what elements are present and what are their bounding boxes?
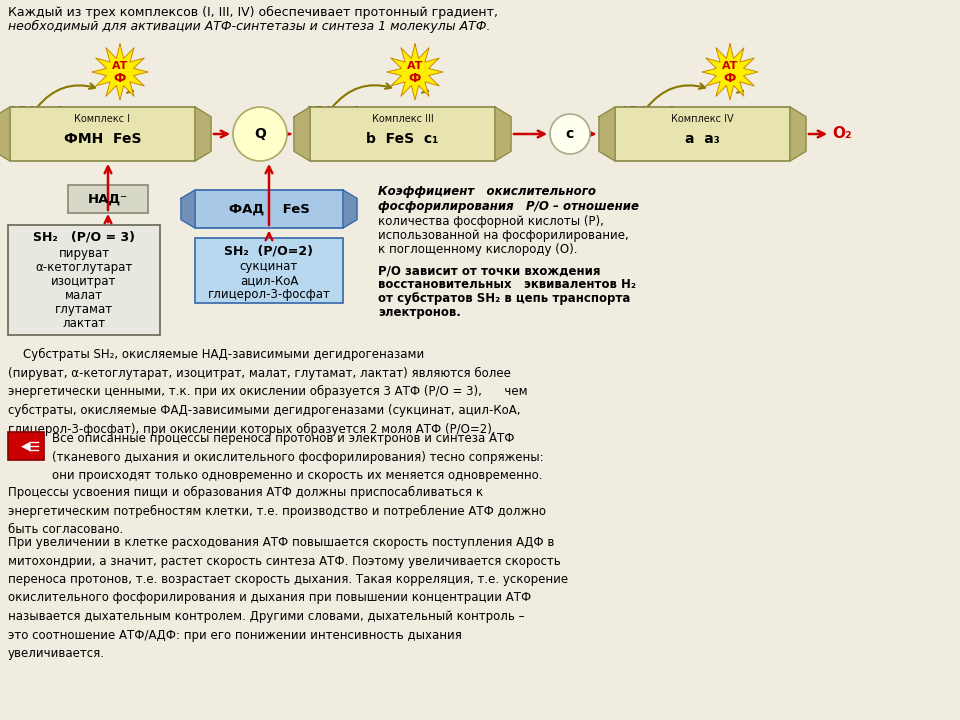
Bar xyxy=(310,107,495,161)
Bar xyxy=(195,190,343,228)
Polygon shape xyxy=(0,107,10,161)
Text: сукцинат: сукцинат xyxy=(240,260,299,273)
Text: НАД⁻: НАД⁻ xyxy=(88,192,128,205)
Bar xyxy=(10,107,195,161)
Text: Ф: Ф xyxy=(114,73,126,86)
Bar xyxy=(68,185,148,213)
Polygon shape xyxy=(181,190,195,228)
Text: ФАД    FeS: ФАД FeS xyxy=(228,202,309,215)
Polygon shape xyxy=(195,107,211,161)
Text: c: c xyxy=(565,127,574,141)
Polygon shape xyxy=(599,107,615,161)
Text: Ф: Ф xyxy=(409,73,421,86)
Text: α-кетоглутарат: α-кетоглутарат xyxy=(36,261,132,274)
Text: SH₂   (P/O = 3): SH₂ (P/O = 3) xyxy=(33,231,135,244)
Text: фосфорилирования   P/O – отношение: фосфорилирования P/O – отношение xyxy=(378,200,639,213)
Text: ◀: ◀ xyxy=(21,439,31,452)
Circle shape xyxy=(550,114,590,154)
Text: b  FeS  c₁: b FeS c₁ xyxy=(367,132,439,146)
Text: Комплекс I: Комплекс I xyxy=(75,114,131,124)
Text: электронов.: электронов. xyxy=(378,306,461,319)
Text: SH₂  (P/O=2): SH₂ (P/O=2) xyxy=(225,244,314,257)
Text: от субстратов SH₂ в цепь транспорта: от субстратов SH₂ в цепь транспорта xyxy=(378,292,631,305)
Text: Коэффициент   окислительного: Коэффициент окислительного xyxy=(378,185,596,198)
Text: лактат: лактат xyxy=(62,317,106,330)
Text: ФМН  FeS: ФМН FeS xyxy=(63,132,141,146)
Text: восстановительных   эквивалентов H₂: восстановительных эквивалентов H₂ xyxy=(378,278,636,291)
Text: АДФ + Ф: АДФ + Ф xyxy=(620,105,678,115)
Circle shape xyxy=(233,107,287,161)
Text: a  a₃: a a₃ xyxy=(685,132,720,146)
Text: Ф: Ф xyxy=(724,73,736,86)
Polygon shape xyxy=(790,107,806,161)
Text: изоцитрат: изоцитрат xyxy=(51,275,117,288)
Text: пируват: пируват xyxy=(59,247,109,260)
Polygon shape xyxy=(92,44,148,100)
Text: к поглощенному кислороду (O).: к поглощенному кислороду (O). xyxy=(378,243,578,256)
Text: Комплекс III: Комплекс III xyxy=(372,114,433,124)
Text: необходимый для активации АТФ-синтетазы и синтеза 1 молекулы АТФ.: необходимый для активации АТФ-синтетазы … xyxy=(8,20,491,33)
Text: количества фосфорной кислоты (P),: количества фосфорной кислоты (P), xyxy=(378,215,604,228)
Polygon shape xyxy=(294,107,310,161)
Text: Все описанные процессы переноса протонов и электронов и синтеза АТФ
(тканевого д: Все описанные процессы переноса протонов… xyxy=(52,432,543,482)
Text: АДФ + Ф: АДФ + Ф xyxy=(305,105,363,115)
Text: ацил-КоА: ацил-КоА xyxy=(240,274,299,287)
Text: использованной на фосфорилирование,: использованной на фосфорилирование, xyxy=(378,229,629,242)
Text: Процессы усвоения пищи и образования АТФ должны приспосабливаться к
энергетическ: Процессы усвоения пищи и образования АТФ… xyxy=(8,486,546,536)
Text: При увеличении в клетке расходования АТФ повышается скорость поступления АДФ в
м: При увеличении в клетке расходования АТФ… xyxy=(8,536,568,660)
Bar xyxy=(195,238,343,303)
Text: P/O зависит от точки вхождения: P/O зависит от точки вхождения xyxy=(378,264,601,277)
Text: O₂: O₂ xyxy=(832,127,852,142)
Polygon shape xyxy=(495,107,511,161)
Text: глутамат: глутамат xyxy=(55,303,113,316)
Polygon shape xyxy=(343,190,357,228)
Polygon shape xyxy=(387,44,443,100)
Bar xyxy=(8,225,160,335)
Text: Комплекс IV: Комплекс IV xyxy=(671,114,733,124)
Bar xyxy=(615,107,790,161)
Bar xyxy=(8,432,44,460)
Polygon shape xyxy=(702,44,758,100)
Text: АТ: АТ xyxy=(722,61,738,71)
Text: Субстраты SH₂, окисляемые НАД-зависимыми дегидрогеназами
(пируват, α-кетоглутара: Субстраты SH₂, окисляемые НАД-зависимыми… xyxy=(8,348,528,436)
Text: Каждый из трех комплексов (I, III, IV) обеспечивает протонный градиент,: Каждый из трех комплексов (I, III, IV) о… xyxy=(8,6,498,19)
Text: АТ: АТ xyxy=(111,61,129,71)
Text: Q: Q xyxy=(254,127,266,141)
Text: АДФ + Ф: АДФ + Ф xyxy=(8,105,65,115)
Text: АТ: АТ xyxy=(407,61,423,71)
Text: малат: малат xyxy=(65,289,103,302)
Text: глицерол-3-фосфат: глицерол-3-фосфат xyxy=(207,288,330,301)
